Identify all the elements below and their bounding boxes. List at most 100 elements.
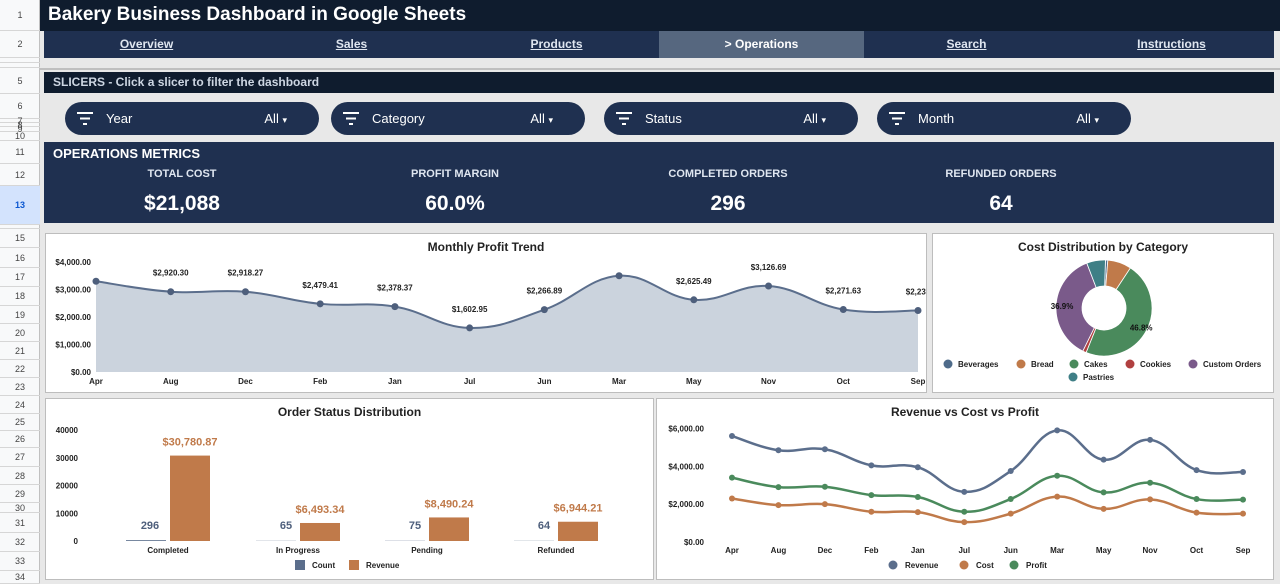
y-tick-label: 0 [74,537,79,546]
row-number[interactable]: 15 [0,229,40,248]
nav-search[interactable]: Search [946,37,987,51]
y-tick-label: $6,000.00 [668,424,704,433]
data-point [1240,496,1246,503]
y-tick-label: 10000 [56,509,79,518]
slicer-year[interactable]: Year All ▾ [65,102,319,135]
legend-swatch [1069,359,1079,369]
legend-swatch [1016,359,1026,369]
row-number[interactable]: 22 [0,360,40,378]
row-number[interactable]: 23 [0,378,40,396]
row-number[interactable]: 2 [0,31,40,58]
row-number[interactable]: 17 [0,268,40,287]
row-number[interactable]: 34 [0,571,40,584]
revenue-bar [300,522,340,541]
revenue-cost-profit-chart[interactable]: Revenue vs Cost vs Profit $0.00 $2,000.00… [656,398,1274,580]
row-number[interactable]: 5 [0,68,40,94]
data-point [167,288,175,296]
row-header-column: 1 2 5 6 7 8 9 10 11 12 13 15 16 17 18 19 20 21 22 23 24 25 26 2… [0,0,40,584]
x-tick-label: Jul [464,377,476,386]
row-number[interactable]: 8 [0,120,40,130]
legend-label: Pastries [1083,373,1115,382]
data-label: $1,602.95 [452,305,488,314]
row-number[interactable]: 19 [0,306,40,324]
revenue-bar [170,455,210,541]
data-point [1054,472,1061,479]
x-tick-label: Oct [1190,546,1204,555]
data-point [821,501,828,508]
legend-swatch [943,359,953,369]
nav-overview[interactable]: Overview [119,37,174,51]
metric-label: TOTAL COST [147,168,217,180]
legend-label: Cost [976,561,994,570]
nav-operations[interactable]: > Operations [659,31,864,58]
data-point [961,488,968,495]
revenue-cost-profit-svg: $0.00 $2,000.00 $4,000.00 $6,000.00 Apr Aug De… [668,424,1250,570]
row-number[interactable]: 31 [0,513,40,533]
data-point [729,433,735,440]
slicer-value: All ▾ [803,111,826,126]
x-tick-label: Apr [89,377,103,386]
slice-label: 46.8% [1130,323,1153,332]
row-number[interactable]: 16 [0,248,40,268]
row-number[interactable]: 30 [0,503,40,513]
slicer-month[interactable]: Month All ▾ [877,102,1131,135]
data-point [540,306,548,314]
nav-products[interactable]: Products [530,37,583,51]
row-number[interactable]: 7 [0,116,40,126]
x-tick-label: Apr [725,546,739,555]
data-point [1240,468,1246,475]
data-point [1193,467,1200,474]
y-tick-label: $2,000.00 [55,313,91,322]
data-point [775,447,782,454]
revenue-label: $6,944.21 [554,503,603,515]
monthly-profit-trend-chart[interactable]: Monthly Profit Trend $0.00 $1,000.00 $2,00… [45,233,931,393]
metric-label: COMPLETED ORDERS [668,168,788,180]
row-number[interactable]: 11 [0,141,40,164]
row-number[interactable]: 21 [0,342,40,360]
nav-instructions[interactable]: Instructions [1137,37,1206,51]
row-number[interactable]: 32 [0,533,40,552]
data-label: $2,479.41 [302,281,338,290]
order-status-chart[interactable]: Order Status Distribution 0 10000 20000 300… [45,398,654,580]
series-line [731,495,1244,524]
row-number[interactable]: 10 [0,131,40,141]
filter-icon [343,112,359,125]
data-point [1100,489,1107,496]
row-number[interactable]: 9 [0,124,40,134]
y-tick-label: $0.00 [71,368,92,377]
cost-distribution-chart[interactable]: Cost Distribution by Category 46.8% 36.9%… [932,233,1274,393]
row-number[interactable]: 1 [0,0,40,31]
row-number[interactable]: 28 [0,467,40,485]
row-number[interactable]: 33 [0,552,40,571]
row-number[interactable]: 20 [0,324,40,342]
row-number[interactable] [0,58,40,63]
row-number[interactable]: 18 [0,287,40,306]
data-point [615,272,623,280]
pie-slice [1055,262,1097,352]
slicer-status[interactable]: Status All ▾ [604,102,858,135]
y-tick-label: $1,000.00 [55,341,91,350]
data-point [729,495,735,502]
data-point [775,502,782,509]
row-number[interactable]: 24 [0,396,40,414]
slicer-category[interactable]: Category All ▾ [331,102,585,135]
row-number[interactable]: 29 [0,485,40,503]
row-number[interactable]: 25 [0,414,40,431]
row-number[interactable]: 27 [0,448,40,467]
slicers-header: SLICERS - Click a slicer to filter the d… [44,72,1274,93]
count-bar [126,540,166,541]
row-number[interactable]: 6 [0,94,40,119]
row-number[interactable]: 13 [0,186,40,225]
row-number[interactable]: 26 [0,431,40,448]
x-tick-label: May [686,377,702,386]
revenue-bar [429,517,469,541]
row-number[interactable] [0,225,40,229]
nav-sales[interactable]: Sales [335,37,368,51]
data-label: $2,625.49 [676,277,712,286]
row-number[interactable]: 12 [0,164,40,186]
legend-label: Cookies [1140,360,1172,369]
filter-icon [616,112,632,125]
x-tick-label: Nov [761,377,777,386]
row-number[interactable] [0,63,40,68]
caret-down-icon: ▾ [548,115,553,125]
